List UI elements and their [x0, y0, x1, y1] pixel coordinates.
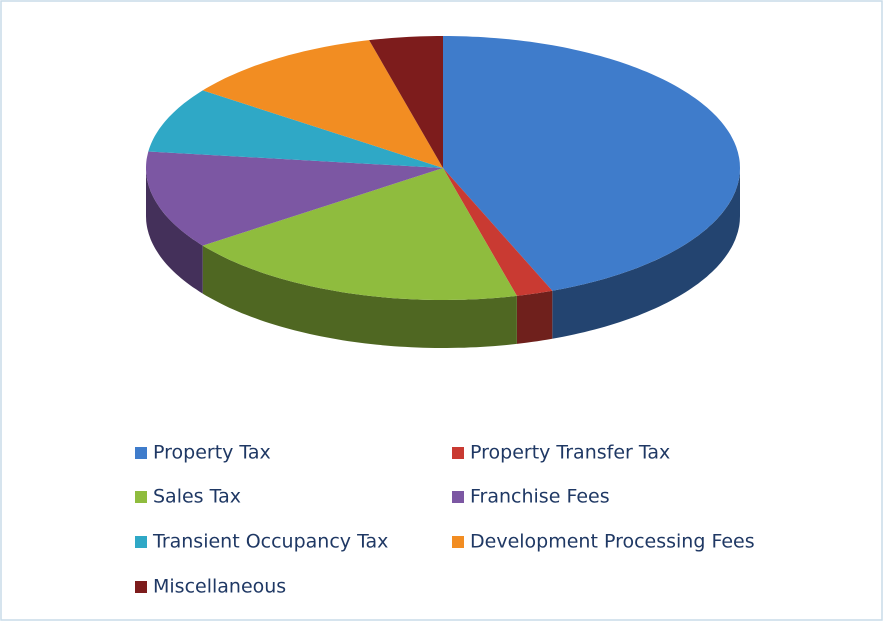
legend-label: Property Transfer Tax [470, 442, 670, 464]
slice [202, 168, 517, 300]
slice [443, 168, 553, 296]
slice [202, 40, 443, 168]
legend-swatch [135, 536, 147, 548]
legend-label: Miscellaneous [153, 576, 286, 598]
slice-side [146, 168, 203, 294]
legend-label: Development Processing Fees [470, 531, 755, 553]
slice-side [552, 168, 740, 339]
slice [369, 36, 443, 168]
legend-label: Transient Occupancy Tax [152, 531, 388, 553]
legend-label: Property Tax [153, 442, 271, 464]
legend-swatch [135, 447, 147, 459]
legend-swatch [135, 491, 147, 503]
legend-swatch [452, 491, 464, 503]
slice [443, 36, 740, 291]
slice [148, 90, 444, 168]
legend-label: Sales Tax [153, 486, 241, 508]
legend-swatch [135, 581, 147, 593]
legend-swatch [452, 447, 464, 459]
slice-side [202, 245, 517, 348]
slice [146, 151, 443, 246]
slice-side [516, 290, 553, 344]
legend-label: Franchise Fees [470, 486, 610, 508]
legend-swatch [452, 536, 464, 548]
